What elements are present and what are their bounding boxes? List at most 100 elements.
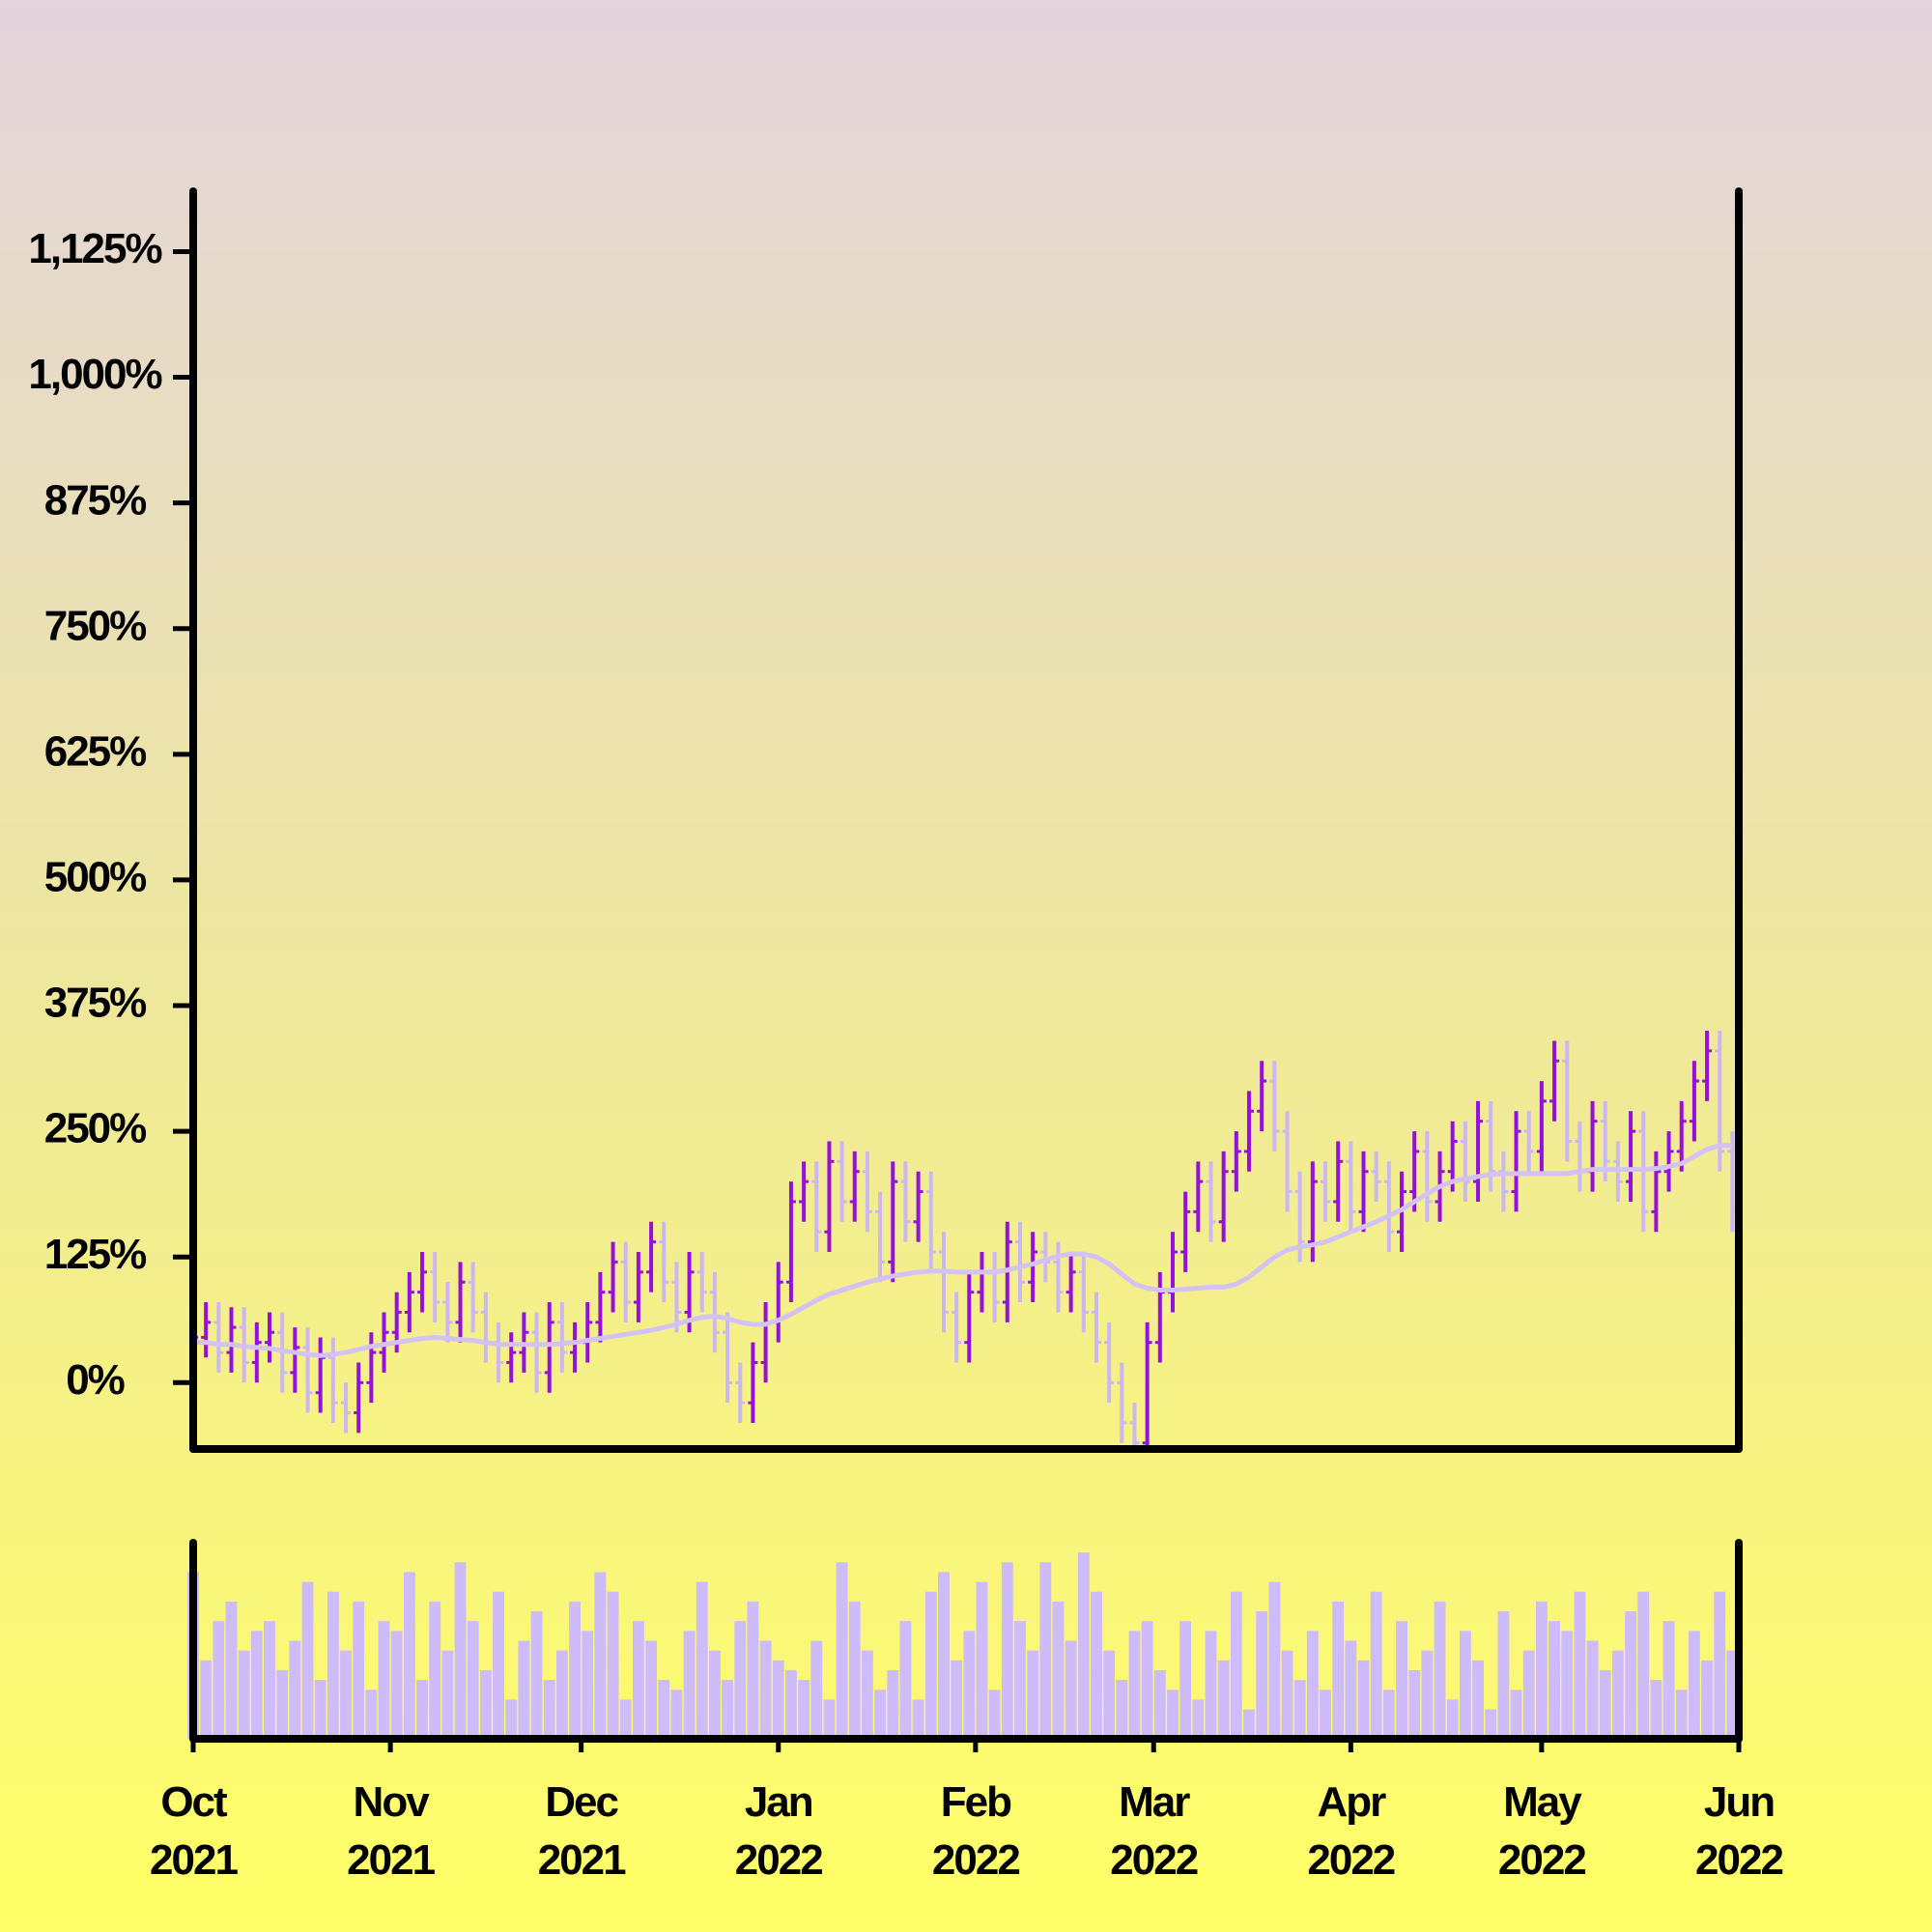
volume-bar — [798, 1680, 810, 1739]
volume-bar — [924, 1591, 937, 1739]
volume-bar — [1650, 1680, 1662, 1739]
volume-bar — [1091, 1591, 1102, 1739]
volume-bar — [467, 1621, 479, 1739]
volume-bar — [518, 1640, 530, 1739]
y-tick-label: 375% — [44, 980, 146, 1027]
volume-bar — [645, 1640, 657, 1739]
volume-bar — [747, 1601, 759, 1739]
volume-bar — [1701, 1660, 1714, 1739]
volume-bar — [1243, 1709, 1255, 1739]
volume-bar — [1510, 1690, 1522, 1739]
volume-bar — [619, 1699, 632, 1739]
volume-bar — [238, 1650, 250, 1739]
x-tick-label: Dec 2021 — [537, 1778, 627, 1884]
x-tick-label: Oct 2021 — [150, 1778, 239, 1884]
volume-bar — [1268, 1581, 1281, 1739]
volume-bar — [213, 1621, 225, 1739]
volume-bar — [734, 1621, 747, 1739]
volume-bar — [530, 1611, 543, 1739]
volume-bar — [479, 1669, 492, 1739]
volume-bar — [543, 1680, 555, 1739]
volume-bar — [988, 1690, 1001, 1739]
volume-bar — [1357, 1660, 1370, 1739]
volume-bar — [1153, 1669, 1166, 1739]
x-tick-label: Jun 2022 — [1695, 1778, 1784, 1884]
volume-bar — [353, 1601, 365, 1739]
volume-bar — [264, 1621, 275, 1739]
volume-bar — [416, 1680, 428, 1739]
volume-bar — [1345, 1640, 1357, 1739]
volume-bar — [429, 1601, 441, 1739]
volume-bar — [505, 1699, 518, 1739]
volume-bar — [1446, 1699, 1459, 1739]
x-tick-label: Jan 2022 — [734, 1778, 824, 1884]
volume-bar — [594, 1572, 607, 1739]
y-tick-label: 875% — [44, 476, 146, 524]
y-tick-label: 1,125% — [28, 225, 161, 272]
volume-bar — [1001, 1562, 1013, 1739]
volume-bar — [607, 1591, 619, 1739]
volume-bar — [899, 1621, 912, 1739]
volume-bar — [1535, 1601, 1548, 1739]
volume-bar — [200, 1660, 213, 1739]
volume-bar — [772, 1660, 784, 1739]
volume-bar — [1396, 1621, 1407, 1739]
y-tick-label: 625% — [44, 727, 146, 775]
volume-bar — [810, 1640, 823, 1739]
volume-bar — [1574, 1591, 1586, 1739]
volume-bar — [1497, 1611, 1510, 1739]
volume-bar — [912, 1699, 924, 1739]
volume-bar — [276, 1669, 289, 1739]
x-tick-label: May 2022 — [1497, 1778, 1587, 1884]
volume-bar — [938, 1572, 950, 1739]
volume-bar — [670, 1690, 683, 1739]
volume-bar — [403, 1572, 415, 1739]
volume-bar — [1077, 1552, 1090, 1739]
volume-bar — [1332, 1601, 1345, 1739]
moving-average — [193, 1143, 1733, 1358]
volume-bar — [1561, 1631, 1574, 1739]
volume-bar — [696, 1581, 708, 1739]
volume-bar — [1611, 1650, 1624, 1739]
volume-bar — [836, 1562, 848, 1739]
volume-bar — [1434, 1601, 1446, 1739]
volume-bar — [1128, 1631, 1141, 1739]
volume-bar — [683, 1631, 696, 1739]
volume-bar — [1675, 1690, 1688, 1739]
volume-bar — [1370, 1591, 1382, 1739]
volume-bar — [301, 1581, 314, 1739]
volume-bar — [1256, 1611, 1268, 1739]
volume-bar — [708, 1650, 721, 1739]
volume-bar — [658, 1680, 670, 1739]
volume-bar — [365, 1690, 378, 1739]
y-tick-label: 500% — [44, 854, 146, 901]
volume-bar — [1472, 1660, 1484, 1739]
x-tick-label: Apr 2022 — [1307, 1778, 1396, 1884]
volume-bar — [1217, 1660, 1230, 1739]
volume-bar — [632, 1621, 644, 1739]
volume-bar — [441, 1650, 454, 1739]
volume-bar — [1625, 1611, 1636, 1739]
volume-bar — [951, 1660, 963, 1739]
volume-bar — [1027, 1650, 1039, 1739]
volume-panel — [187, 1552, 1739, 1739]
volume-bar — [1662, 1621, 1675, 1739]
volume-bar — [1688, 1631, 1700, 1739]
volume-bar — [1726, 1650, 1739, 1739]
y-tick-label: 1,000% — [28, 351, 161, 398]
y-tick-label: 125% — [44, 1231, 146, 1278]
volume-bar — [1586, 1640, 1599, 1739]
volume-bar — [314, 1680, 327, 1739]
volume-bar — [963, 1631, 976, 1739]
volume-bar — [340, 1650, 352, 1739]
volume-bar — [1192, 1699, 1205, 1739]
volume-bar — [1485, 1709, 1497, 1739]
volume-bar — [1052, 1601, 1065, 1739]
volume-bar — [1103, 1650, 1116, 1739]
volume-bar — [1281, 1650, 1293, 1739]
volume-bar — [1065, 1640, 1077, 1739]
x-tick-label: Mar 2022 — [1110, 1778, 1199, 1884]
volume-bar — [493, 1591, 504, 1739]
volume-bar — [874, 1690, 887, 1739]
